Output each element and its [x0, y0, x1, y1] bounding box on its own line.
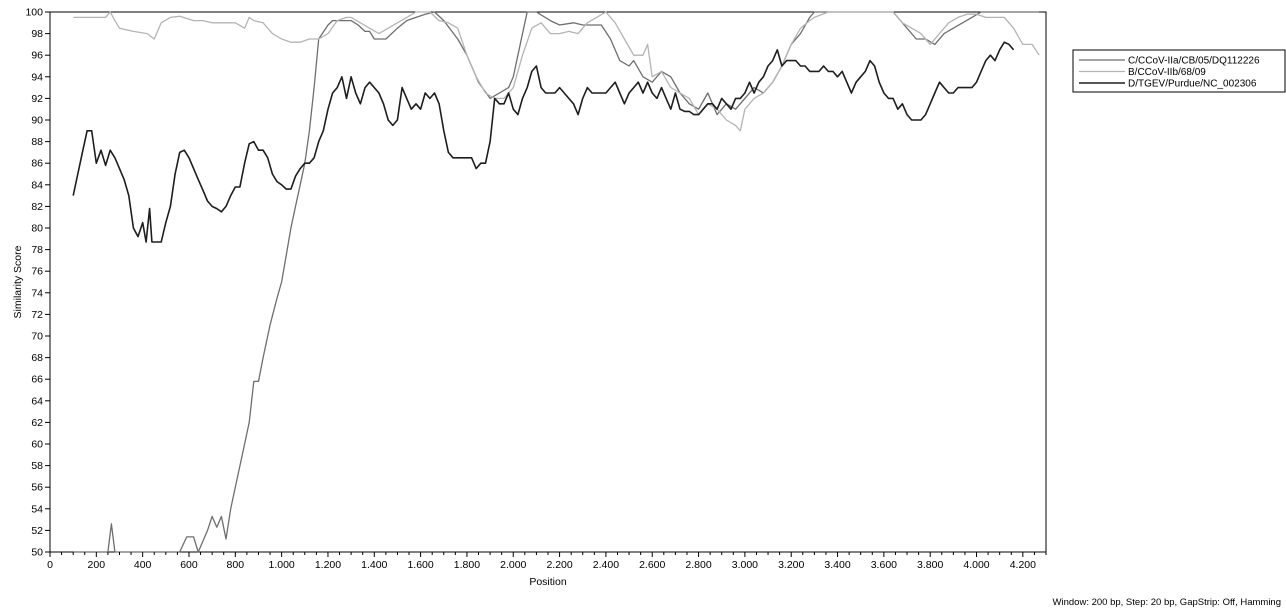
y-tick-label: 76 — [31, 266, 43, 278]
x-tick-label: 3.600 — [871, 559, 897, 571]
y-tick-label: 82 — [31, 201, 43, 213]
y-tick-label: 100 — [25, 7, 43, 19]
y-tick-label: 94 — [31, 71, 43, 83]
x-tick-label: 200 — [88, 559, 106, 571]
y-tick-label: 78 — [31, 244, 43, 256]
y-tick-label: 88 — [31, 136, 43, 148]
x-tick-label: 1.000 — [268, 559, 294, 571]
x-tick-label: 2.800 — [685, 559, 711, 571]
x-tick-label: 2.600 — [639, 559, 665, 571]
y-tick-label: 58 — [31, 460, 43, 472]
x-tick-label: 600 — [180, 559, 198, 571]
x-tick-label: 3.200 — [778, 559, 804, 571]
y-tick-label: 50 — [31, 547, 43, 559]
x-tick-label: 2.200 — [546, 559, 572, 571]
legend-label-3: D/TGEV/Purdue/NC_002306 — [1128, 79, 1257, 90]
x-tick-label: 4.200 — [1010, 559, 1036, 571]
legend-label-1: C/CCoV-IIa/CB/05/DQ112226 — [1128, 56, 1260, 67]
x-tick-label: 2.000 — [500, 559, 526, 571]
y-tick-label: 52 — [31, 525, 43, 537]
y-tick-label: 90 — [31, 115, 43, 127]
y-tick-label: 74 — [31, 287, 43, 299]
legend: C/CCoV-IIa/CB/05/DQ112226B/CCoV-IIb/68/0… — [1072, 49, 1286, 93]
x-tick-label: 400 — [134, 559, 152, 571]
chart-footnote: Window: 200 bp, Step: 20 bp, GapStrip: O… — [1053, 597, 1281, 608]
x-tick-label: 1.400 — [361, 559, 387, 571]
series-lines — [72, 11, 1040, 553]
y-tick-label: 64 — [31, 395, 43, 407]
y-tick-label: 98 — [31, 28, 43, 40]
y-tick-label: 86 — [31, 158, 43, 170]
y-tick-label: 92 — [31, 93, 43, 105]
y-tick-label: 80 — [31, 223, 43, 235]
x-tick-label: 1.800 — [454, 559, 480, 571]
y-tick-label: 68 — [31, 352, 43, 364]
x-tick-label: 3.000 — [732, 559, 758, 571]
x-axis-title: Position — [529, 576, 567, 588]
series-line-2 — [73, 11, 1040, 132]
y-tick-label: 56 — [31, 482, 43, 494]
y-axis-title: Similarity Score — [12, 245, 24, 318]
legend-label-2: B/CCoV-IIb/68/09 — [1128, 67, 1206, 78]
y-tick-label: 72 — [31, 309, 43, 321]
x-tick-label: 0 — [47, 559, 53, 571]
y-tick-label: 84 — [31, 179, 43, 191]
series-line-3 — [72, 41, 1015, 243]
x-tick-label: 4.000 — [963, 559, 989, 571]
x-tick-label: 3.400 — [824, 559, 850, 571]
x-tick-label: 800 — [227, 559, 245, 571]
x-tick-label: 2.400 — [593, 559, 619, 571]
y-tick-label: 60 — [31, 439, 43, 451]
series-line-1 — [73, 11, 1040, 553]
y-tick-label: 66 — [31, 374, 43, 386]
x-tick-label: 3.800 — [917, 559, 943, 571]
y-tick-label: 62 — [31, 417, 43, 429]
x-tick-label: 1.200 — [315, 559, 341, 571]
axis-ticks: 0 200 400 600 800 1.000 1.200 1.400 1.600 1.800 2.… — [25, 7, 1047, 571]
y-tick-label: 54 — [31, 503, 43, 515]
x-tick-label: 1.600 — [407, 559, 433, 571]
y-tick-label: 70 — [31, 331, 43, 343]
y-tick-label: 96 — [31, 50, 43, 62]
